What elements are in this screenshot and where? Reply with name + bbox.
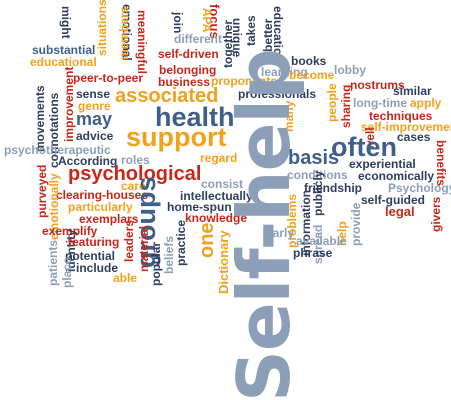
word-belonging: belonging xyxy=(159,63,217,77)
word-include: include xyxy=(76,261,119,275)
word-books: books xyxy=(291,54,327,68)
word-consist: consist xyxy=(201,177,244,191)
word-self-improvement: self-improvement xyxy=(361,120,451,134)
word-experiential: experiential xyxy=(349,157,416,171)
word-cases: cases xyxy=(397,130,431,144)
word-educational: educational xyxy=(30,55,97,69)
word-able: able xyxy=(113,271,138,285)
word-might: might xyxy=(59,6,73,39)
word-join: join xyxy=(171,12,185,34)
word-members: members xyxy=(117,6,131,60)
word-similar: similar xyxy=(393,84,432,98)
word-psychotherapeutic: psychotherapeutic xyxy=(4,143,111,157)
word-improvement: improvement xyxy=(62,66,76,142)
word-featuring: featuring xyxy=(68,235,120,249)
word-learning: learning xyxy=(261,65,308,79)
word-care: care xyxy=(121,179,146,193)
word-situations: situations xyxy=(95,0,109,56)
word-available: available xyxy=(296,234,347,248)
word-conditions: conditions xyxy=(287,168,348,182)
word-professionals: professionals xyxy=(238,87,317,101)
word-associated: associated xyxy=(115,85,219,107)
word-patients: patients xyxy=(46,239,60,286)
word-takes: takes xyxy=(244,15,258,46)
word-leaders: leaders xyxy=(122,219,136,262)
word-clearing-houses: clearing-houses xyxy=(56,188,149,202)
word-different: different xyxy=(174,32,222,46)
word-self-guided: self-guided xyxy=(361,193,426,207)
word-popular: popular xyxy=(149,242,163,286)
word-sharing: sharing xyxy=(339,84,353,128)
word-health: health xyxy=(155,102,235,132)
word-provide: provide xyxy=(349,202,363,246)
word-advice: advice xyxy=(76,129,114,143)
word-particularly: particularly xyxy=(68,200,133,214)
word-givers: givers xyxy=(429,196,443,232)
word-benefits: benefits xyxy=(434,140,448,187)
word-apply: apply xyxy=(410,96,442,110)
word-peer-to-peer: peer-to-peer xyxy=(73,71,144,85)
word-support: support xyxy=(126,122,227,152)
word-intellectually: intellectually xyxy=(180,189,253,203)
word-meaningful: meaningful xyxy=(135,10,149,75)
word-self-driven: self-driven xyxy=(158,47,219,61)
word-self-help: Self-help xyxy=(222,49,306,400)
word-genre: genre xyxy=(78,99,111,113)
word-knowledge: knowledge xyxy=(185,211,248,225)
word-may: may xyxy=(76,109,113,129)
word-proponents: proponents xyxy=(211,74,277,88)
word-substantial: substantial xyxy=(32,43,96,57)
word-become: become xyxy=(289,68,335,82)
word-beliefs: beliefs xyxy=(162,235,176,274)
word-sense: sense xyxy=(76,87,111,101)
word-often: often xyxy=(331,132,397,162)
word-techniques: techniques xyxy=(369,109,433,123)
word-economically: economically xyxy=(358,169,435,183)
word-home-spun: home-spun xyxy=(167,200,232,214)
word-nostrums: nostrums xyxy=(350,78,405,92)
word-psychology: Psychology xyxy=(388,181,451,195)
word-movements: movements xyxy=(33,85,47,152)
word-one: one xyxy=(196,222,218,258)
word-friendship: friendship xyxy=(304,181,363,195)
word-place: place xyxy=(60,257,74,288)
word-psychological: psychological xyxy=(68,163,202,185)
word-long-time: long-time xyxy=(353,96,407,110)
word-publicly: publicly xyxy=(311,170,325,216)
word-exemplify: exemplify xyxy=(42,224,98,238)
word-people: people xyxy=(325,83,339,122)
word-basis: basis xyxy=(288,147,340,169)
word-legal: legal xyxy=(385,204,415,219)
word-business: business xyxy=(158,75,211,89)
word-phrase: phrase xyxy=(293,246,333,260)
word-exemplars: exemplars xyxy=(79,212,139,226)
word-regard: regard xyxy=(200,151,238,165)
word-apa: APA xyxy=(200,8,214,33)
word-practice: practice xyxy=(174,219,188,266)
word-roles: roles xyxy=(121,153,150,167)
word-early: early xyxy=(266,226,295,240)
word-according: According xyxy=(58,154,118,168)
word-lobby: lobby xyxy=(334,63,366,77)
word-potential: potential xyxy=(65,249,115,263)
